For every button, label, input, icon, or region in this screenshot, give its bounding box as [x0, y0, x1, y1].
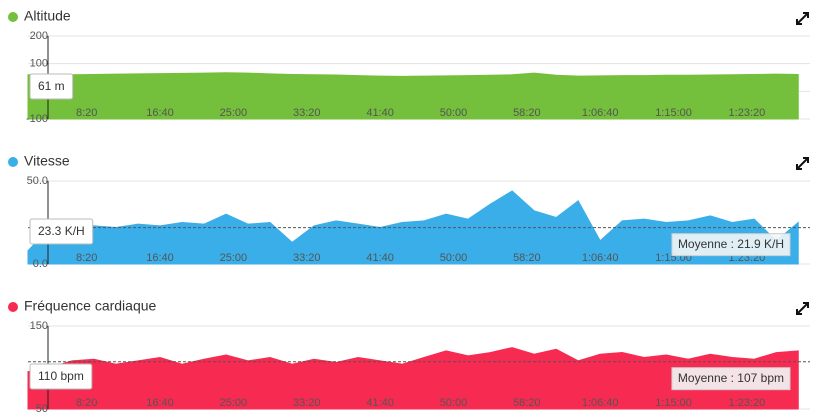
average-label: Moyenne : 107 bpm [678, 371, 784, 385]
y-tick-label: 150 [30, 320, 48, 332]
expand-icon[interactable] [796, 157, 809, 170]
x-tick-label: 1:15:00 [655, 107, 692, 119]
x-tick-label: 41:40 [366, 252, 394, 264]
chart-title: Fréquence cardiaque [24, 298, 157, 314]
area [27, 347, 799, 410]
x-tick-label: 50:00 [440, 107, 468, 119]
x-tick-label: 41:40 [366, 107, 394, 119]
x-tick-label: 50:00 [440, 252, 468, 264]
tooltip-text: 23.3 K/H [38, 224, 85, 238]
average-box [671, 233, 791, 257]
y-tick-label: 100 [30, 58, 48, 70]
x-tick-label: 1:23:20 [729, 107, 766, 119]
average-label: Moyenne : 21.9 K/H [678, 237, 784, 251]
x-tick-label: 25:00 [220, 397, 248, 409]
legend-dot [8, 302, 18, 312]
legend-dot [8, 157, 18, 167]
x-tick-label: 16:40 [146, 107, 174, 119]
x-tick-label: 33:20 [293, 397, 321, 409]
chart-title: Vitesse [24, 153, 70, 169]
y-tick-label: -100 [26, 113, 48, 125]
x-tick-label: 33:20 [293, 107, 321, 119]
chart-title: Altitude [24, 8, 71, 24]
x-tick-label: 25:00 [220, 252, 248, 264]
x-tick-label: 25:00 [220, 107, 248, 119]
x-tick-label: 1:15:00 [655, 397, 692, 409]
x-tick-label: 8:20 [76, 397, 97, 409]
x-tick-label: 58:20 [513, 397, 541, 409]
expand-icon[interactable] [796, 302, 809, 315]
x-tick-label: 1:06:40 [582, 107, 619, 119]
y-tick-label: 200 [30, 30, 48, 42]
x-tick-label: 50:00 [440, 397, 468, 409]
x-tick-label: 16:40 [146, 397, 174, 409]
x-tick-label: 41:40 [366, 397, 394, 409]
tooltip-box [29, 73, 74, 100]
expand-icon[interactable] [796, 12, 809, 25]
y-tick-label: 0.0 [33, 258, 48, 270]
tooltip-text: 110 bpm [38, 369, 84, 383]
y-tick-label: 50 [36, 403, 48, 415]
tooltip-box [29, 218, 94, 245]
y-tick-label: 50.0 [27, 175, 48, 187]
x-tick-label: 1:06:40 [582, 252, 619, 264]
x-tick-label: 1:06:40 [582, 397, 619, 409]
area [27, 72, 799, 120]
x-tick-label: 8:20 [76, 107, 97, 119]
x-tick-label: 16:40 [146, 252, 174, 264]
tooltip-box [29, 363, 93, 390]
x-tick-label: 33:20 [293, 252, 321, 264]
average-box [671, 367, 791, 391]
x-tick-label: 58:20 [513, 107, 541, 119]
tooltip-text: 61 m [38, 79, 65, 93]
x-tick-label: 8:20 [76, 252, 97, 264]
legend-dot [8, 12, 18, 22]
x-tick-label: 58:20 [513, 252, 541, 264]
x-tick-label: 1:23:20 [729, 397, 766, 409]
